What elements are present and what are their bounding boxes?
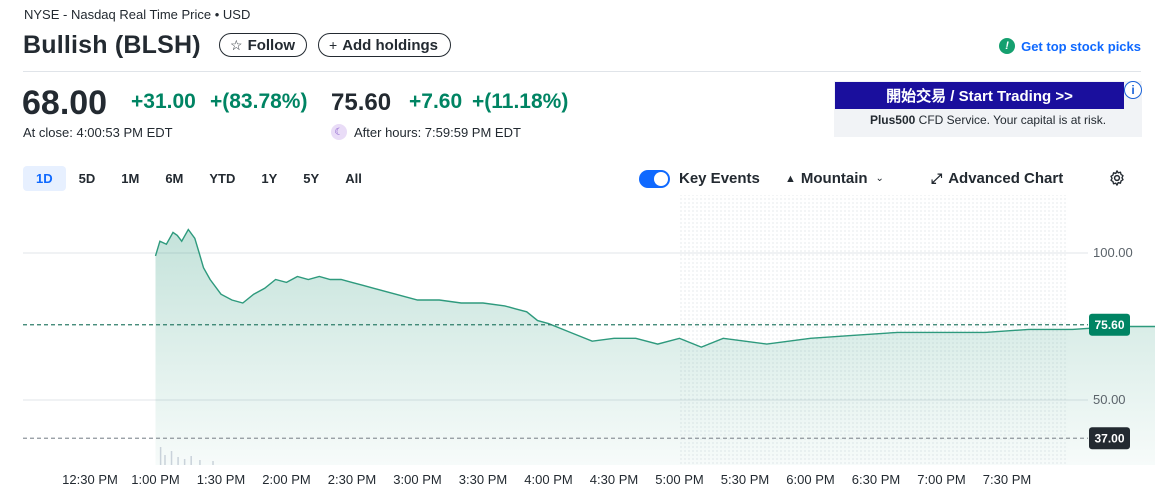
moon-icon: ☾	[331, 124, 347, 140]
after-hours-price: 75.60	[331, 89, 392, 116]
volume-bar	[159, 447, 162, 465]
y-tick-label: 100.00	[1093, 245, 1133, 260]
exchange-info: NYSE - Nasdaq Real Time Price • USD	[24, 7, 251, 22]
range-tab-ytd[interactable]: YTD	[209, 171, 236, 186]
x-tick-label: 7:00 PM	[917, 472, 965, 487]
ad-disclaimer: Plus500 CFD Service. Your capital is at …	[834, 113, 1142, 127]
x-tick-label: 3:00 PM	[393, 472, 441, 487]
close-change-percent: +(83.78%)	[210, 90, 308, 113]
x-tick-label: 12:30 PM	[62, 472, 118, 487]
chart-type-dropdown[interactable]: ▲ Mountain ⌄	[785, 170, 884, 187]
after-hours-change: +7.60	[409, 90, 463, 113]
ad-disclaimer-text: CFD Service. Your capital is at risk.	[918, 113, 1107, 127]
x-tick-label: 1:30 PM	[197, 472, 245, 487]
x-tick-label: 2:30 PM	[328, 472, 376, 487]
page-title: Bullish (BLSH)	[23, 31, 201, 59]
plus-icon: +	[329, 37, 338, 53]
lightning-icon: !	[999, 38, 1016, 54]
x-tick-label: 6:00 PM	[786, 472, 834, 487]
volume-bar	[199, 460, 201, 465]
volume-bar	[190, 456, 192, 465]
volume-bar	[164, 455, 166, 465]
volume-bar	[212, 461, 214, 465]
price-area	[155, 229, 1155, 465]
header-divider	[23, 71, 1141, 72]
price-line	[154, 228, 1155, 348]
range-tab-1d[interactable]: 1D	[23, 166, 66, 191]
follow-label: Follow	[247, 36, 296, 54]
x-tick-label: 5:00 PM	[655, 472, 703, 487]
close-time: At close: 4:00:53 PM EDT	[23, 125, 173, 140]
range-tab-all[interactable]: All	[345, 171, 362, 186]
range-tab-5y[interactable]: 5Y	[303, 171, 320, 186]
mountain-icon: ▲	[785, 172, 796, 185]
x-tick-label: 6:30 PM	[852, 472, 900, 487]
range-tab-1y[interactable]: 1Y	[261, 171, 278, 186]
expand-icon: ⤢	[931, 170, 943, 186]
key-events-label: Key Events	[679, 170, 760, 187]
ad-banner: 開始交易 / Start Trading >> i Plus500 CFD Se…	[834, 81, 1142, 137]
chart-type-label: Mountain	[800, 170, 868, 187]
close-change: +31.00	[131, 90, 196, 113]
range-tabs: 1D 5D 1M 6M YTD 1Y 5Y All	[23, 166, 375, 191]
range-tab-5d[interactable]: 5D	[78, 171, 96, 186]
start-trading-button[interactable]: 開始交易 / Start Trading >>	[835, 82, 1124, 109]
price-chart[interactable]: 12:30 PM 1:00 PM 1:30 PM 2:00 PM 2:30 PM 3:00…	[0, 190, 1155, 504]
current-price-tag	[1089, 313, 1130, 336]
x-tick-label: 7:30 PM	[983, 472, 1031, 487]
after-hours-change-percent: +(11.18%)	[472, 90, 569, 113]
x-tick-label: 2:00 PM	[262, 472, 310, 487]
gear-icon[interactable]	[1108, 169, 1126, 187]
close-price: 68.00	[22, 84, 108, 122]
star-icon: ☆	[230, 36, 243, 53]
y-tick-label: 50.00	[1093, 392, 1126, 407]
follow-button[interactable]: ☆ Follow	[219, 33, 307, 57]
chevron-down-icon: ⌄	[875, 173, 884, 184]
x-tick-label: 4:00 PM	[524, 472, 572, 487]
volume-bar	[177, 457, 179, 465]
current-price-tag-label: 75.60	[1094, 318, 1124, 332]
x-tick-label: 1:00 PM	[131, 472, 179, 487]
x-tick-label: 5:30 PM	[721, 472, 769, 487]
previous-close-tag	[1089, 427, 1130, 450]
advanced-chart-label: Advanced Chart	[948, 170, 1064, 187]
info-icon[interactable]: i	[1124, 81, 1142, 99]
top-stock-picks-link[interactable]: ! Get top stock picks	[999, 38, 1141, 54]
after-hours-time: After hours: 7:59:59 PM EDT	[354, 125, 521, 140]
volume-bar	[183, 459, 186, 465]
key-events-toggle[interactable]	[639, 170, 670, 188]
top-picks-label: Get top stock picks	[1021, 38, 1141, 54]
ad-brand: Plus500	[869, 113, 916, 127]
x-tick-label: 3:30 PM	[459, 472, 507, 487]
advanced-chart-button[interactable]: ⤢ Advanced Chart	[931, 170, 1063, 187]
previous-close-tag-label: 37.00	[1094, 432, 1124, 446]
volume-bar	[170, 451, 173, 465]
range-tab-1m[interactable]: 1M	[121, 171, 140, 186]
add-holdings-label: Add holdings	[342, 36, 439, 54]
add-holdings-button[interactable]: + Add holdings	[318, 33, 451, 57]
range-tab-6m[interactable]: 6M	[165, 171, 184, 186]
x-tick-label: 4:30 PM	[590, 472, 638, 487]
